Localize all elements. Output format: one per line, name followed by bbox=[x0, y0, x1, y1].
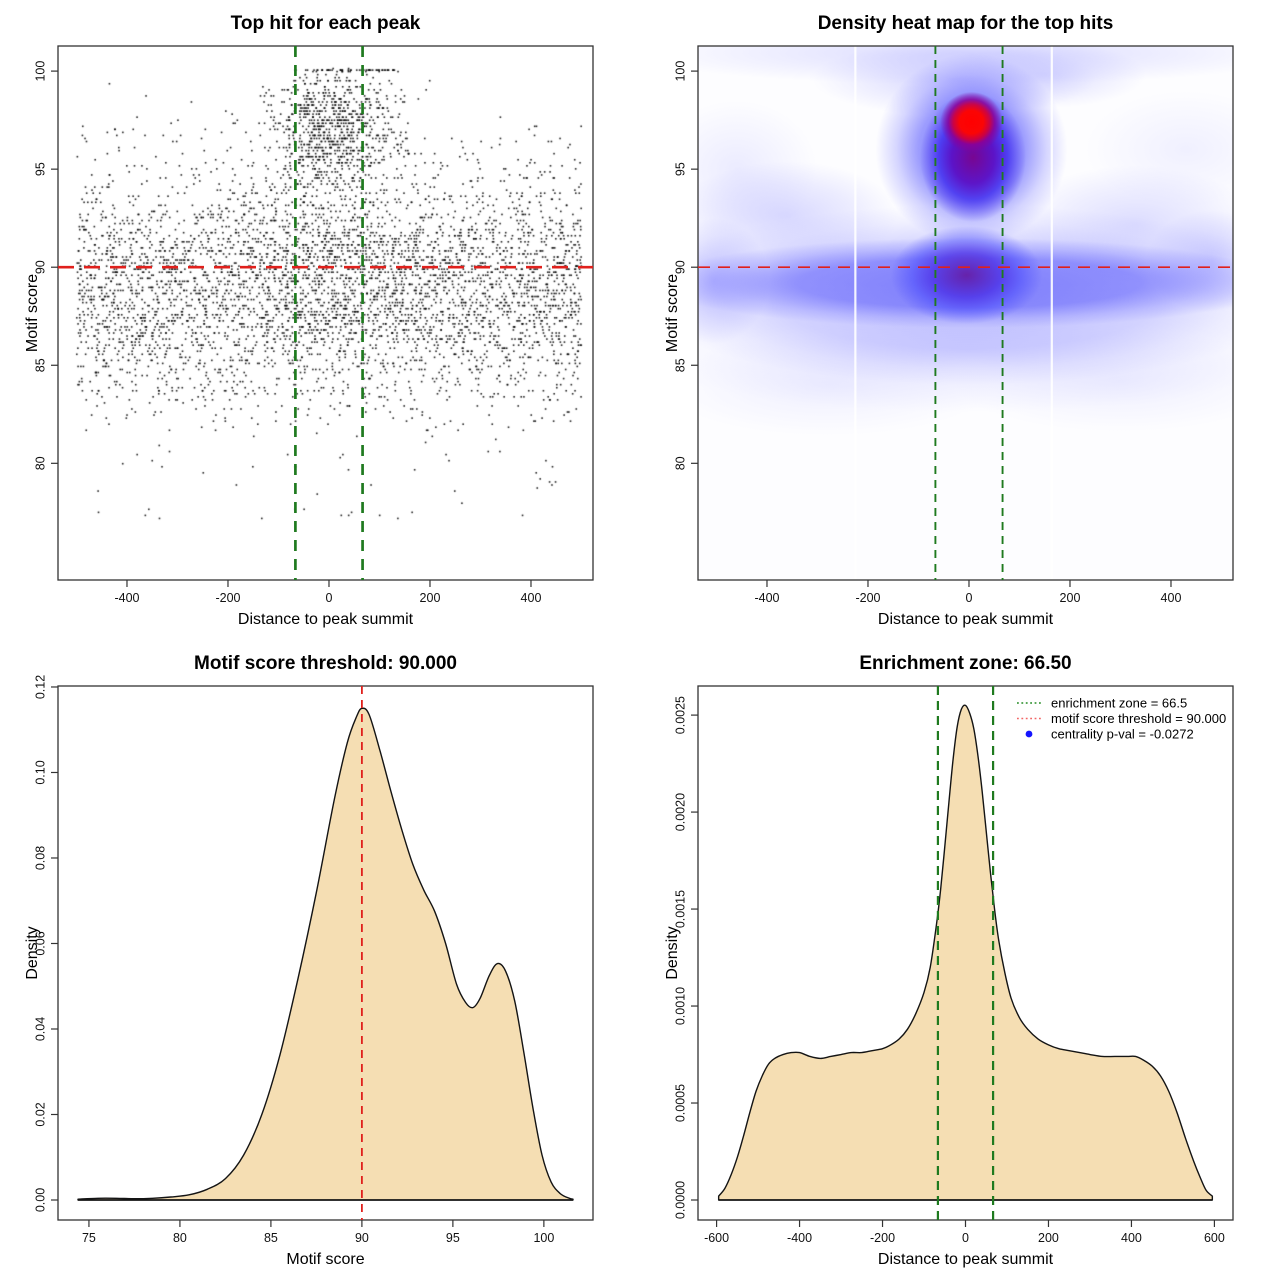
x-axis-label: Distance to peak summit bbox=[877, 1251, 1054, 1268]
svg-text:0.0025: 0.0025 bbox=[673, 696, 687, 734]
panel-motif-score-density: 75 80 85 90 95 100 0.00 0.02 0.04 0.06 0.08 0.10 0.1… bbox=[0, 640, 640, 1280]
scatter-axes-svg: -400 -200 0 200 400 80 85 90 95 100 bbox=[33, 45, 594, 605]
svg-text:80: 80 bbox=[673, 456, 687, 470]
svg-text:0.0020: 0.0020 bbox=[673, 793, 687, 831]
svg-text:0: 0 bbox=[962, 1231, 969, 1245]
x-axis-label: Distance to peak summit bbox=[877, 611, 1054, 628]
panel-enrichment-zone-density: -600 -400 -200 0 200 400 600 0.0000 0.0005 0.0010… bbox=[640, 640, 1280, 1280]
svg-text:400: 400 bbox=[1161, 591, 1182, 605]
panel-title: Enrichment zone: 66.50 bbox=[859, 653, 1072, 674]
panel-title: Motif score threshold: 90.000 bbox=[194, 653, 457, 674]
svg-text:85: 85 bbox=[673, 358, 687, 372]
svg-text:75: 75 bbox=[82, 1231, 96, 1245]
svg-text:100: 100 bbox=[33, 61, 47, 82]
svg-text:0: 0 bbox=[326, 591, 333, 605]
enrichment-density-svg: -600 -400 -200 0 200 400 600 0.0000 0.0005 0.0010… bbox=[673, 685, 1234, 1245]
y-axis-label: Density bbox=[664, 926, 681, 980]
svg-text:-200: -200 bbox=[870, 1231, 895, 1245]
svg-text:-200: -200 bbox=[855, 591, 880, 605]
svg-text:0.12: 0.12 bbox=[33, 675, 47, 699]
svg-text:90: 90 bbox=[355, 1231, 369, 1245]
svg-text:0.0010: 0.0010 bbox=[673, 987, 687, 1025]
svg-text:200: 200 bbox=[1060, 591, 1081, 605]
svg-text:0.08: 0.08 bbox=[33, 846, 47, 870]
svg-text:0: 0 bbox=[966, 591, 973, 605]
scatter-points-canvas bbox=[0, 0, 640, 640]
svg-text:0.0015: 0.0015 bbox=[673, 890, 687, 928]
svg-text:-600: -600 bbox=[704, 1231, 729, 1245]
svg-text:0.02: 0.02 bbox=[33, 1102, 47, 1126]
svg-text:-400: -400 bbox=[754, 591, 779, 605]
svg-text:95: 95 bbox=[673, 162, 687, 176]
x-axis-label: Distance to peak summit bbox=[237, 611, 414, 628]
svg-text:80: 80 bbox=[33, 456, 47, 470]
svg-text:200: 200 bbox=[1038, 1231, 1059, 1245]
svg-text:400: 400 bbox=[521, 591, 542, 605]
y-axis-label: Motif score bbox=[664, 273, 681, 353]
legend-entry: motif score threshold = 90.000 bbox=[1051, 711, 1226, 726]
density-heatmap-image bbox=[698, 46, 1233, 580]
heatmap-axes-svg: -400 -200 0 200 400 80 85 90 95 100 bbox=[673, 45, 1234, 605]
legend-entry: enrichment zone = 66.5 bbox=[1051, 696, 1187, 711]
svg-text:100: 100 bbox=[533, 1231, 554, 1245]
svg-text:-200: -200 bbox=[215, 591, 240, 605]
svg-text:80: 80 bbox=[173, 1231, 187, 1245]
legend-entry: centrality p-val = -0.0272 bbox=[1051, 727, 1194, 742]
svg-text:0.0005: 0.0005 bbox=[673, 1084, 687, 1122]
svg-text:0.06: 0.06 bbox=[33, 931, 47, 955]
svg-text:90: 90 bbox=[673, 260, 687, 274]
svg-text:0.00: 0.00 bbox=[33, 1188, 47, 1212]
svg-text:400: 400 bbox=[1121, 1231, 1142, 1245]
svg-text:95: 95 bbox=[446, 1231, 460, 1245]
motif-density-svg: 75 80 85 90 95 100 0.00 0.02 0.04 0.06 0.08 0.10 0.1… bbox=[33, 675, 594, 1245]
y-axis-label: Motif score bbox=[24, 273, 41, 353]
svg-text:100: 100 bbox=[673, 61, 687, 82]
panel-scatter-top-hits: -400 -200 0 200 400 80 85 90 95 100 Top hit for e… bbox=[0, 0, 640, 640]
svg-text:-400: -400 bbox=[787, 1231, 812, 1245]
panel-title: Density heat map for the top hits bbox=[817, 13, 1114, 34]
svg-text:0.04: 0.04 bbox=[33, 1017, 47, 1041]
svg-text:0.0000: 0.0000 bbox=[673, 1181, 687, 1219]
panel-title: Top hit for each peak bbox=[230, 13, 421, 34]
y-axis-label: Density bbox=[24, 926, 41, 980]
svg-text:600: 600 bbox=[1204, 1231, 1225, 1245]
svg-text:-400: -400 bbox=[114, 591, 139, 605]
svg-text:90: 90 bbox=[33, 260, 47, 274]
svg-text:200: 200 bbox=[420, 591, 441, 605]
svg-text:85: 85 bbox=[264, 1231, 278, 1245]
svg-text:95: 95 bbox=[33, 162, 47, 176]
svg-text:0.10: 0.10 bbox=[33, 760, 47, 784]
panel-density-heatmap: -400 -200 0 200 400 80 85 90 95 100 Density heat … bbox=[640, 0, 1280, 640]
svg-text:85: 85 bbox=[33, 358, 47, 372]
x-axis-label: Motif score bbox=[286, 1251, 365, 1268]
